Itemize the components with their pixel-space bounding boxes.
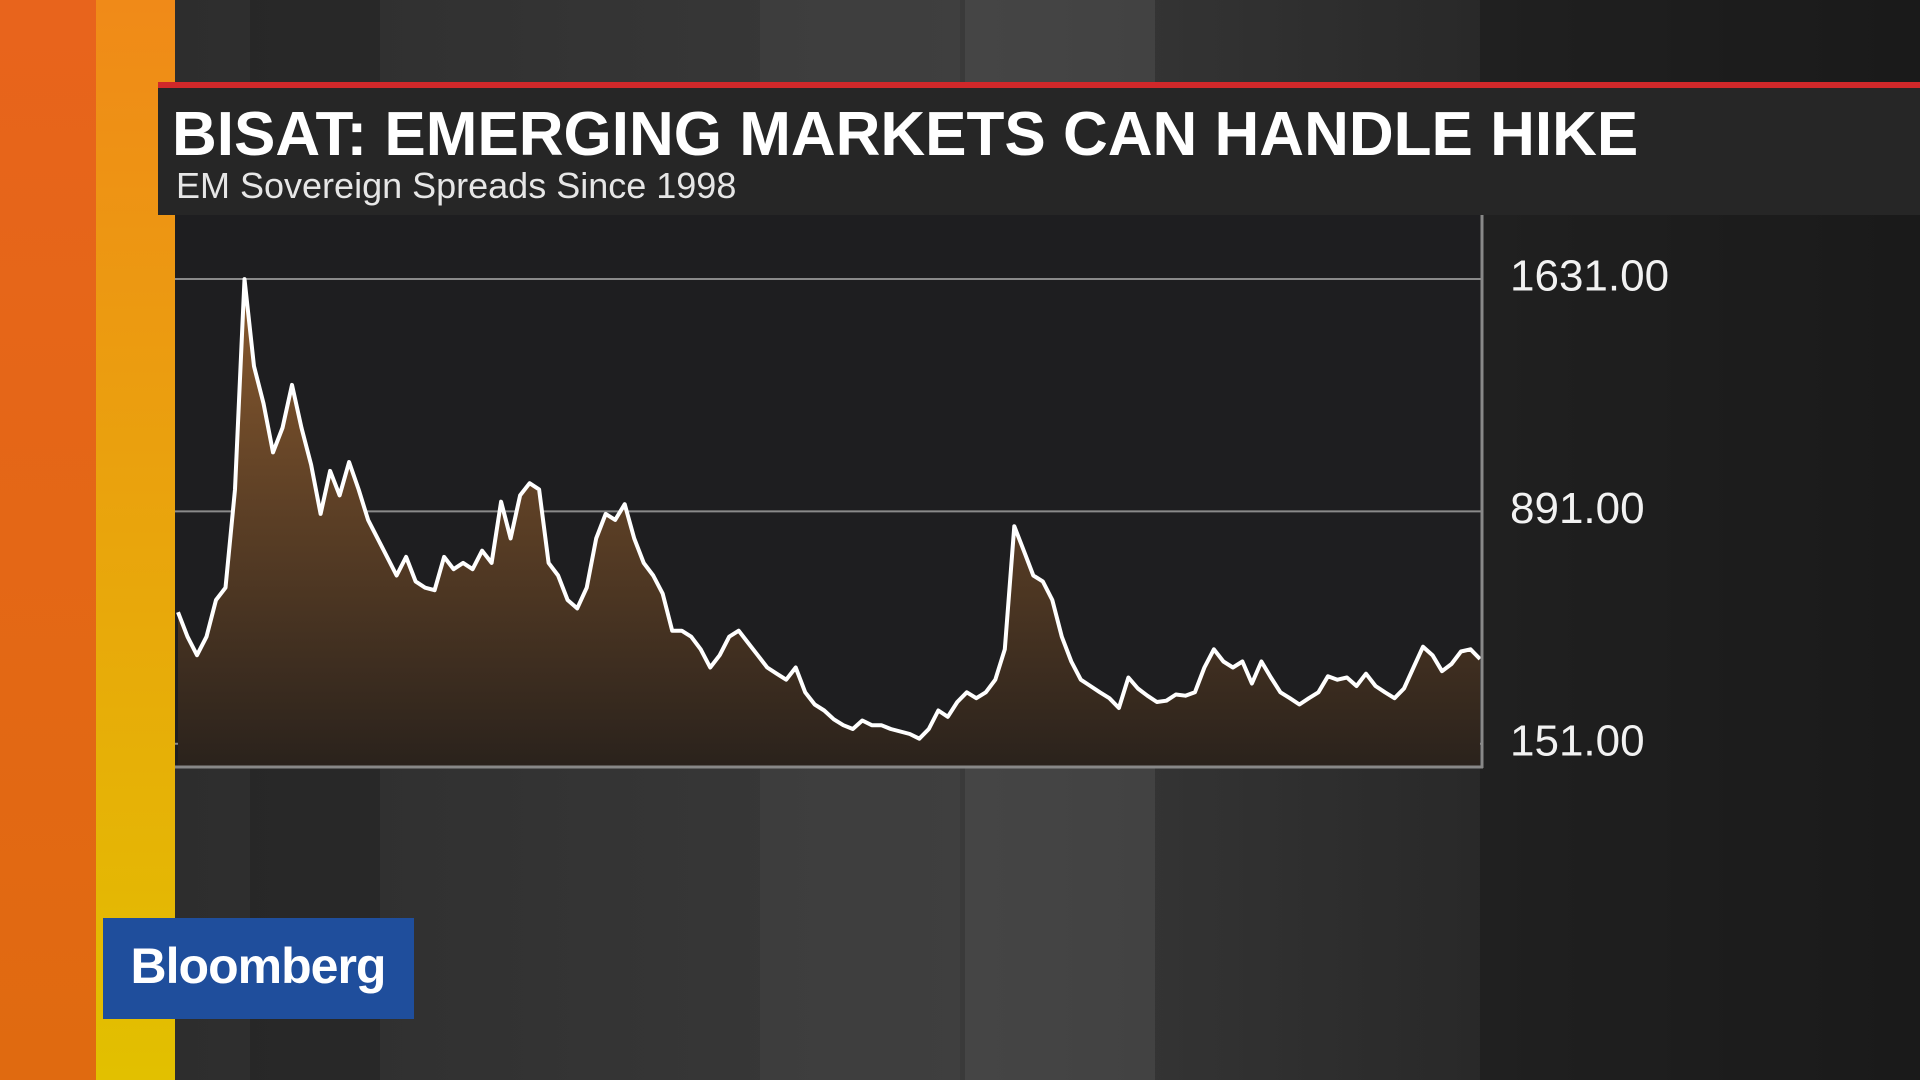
plot [175,277,1482,767]
y-tick-label: 151.00 [1510,716,1645,765]
header-rule [158,82,1920,88]
header-bar [158,82,1920,215]
logo: Bloomberg [131,938,386,994]
y-tick-label: 1631.00 [1510,252,1669,301]
logo-box [103,918,414,1019]
y-tick-label: 891.00 [1510,484,1645,533]
chart-subtitle: EM Sovereign Spreads Since 1998 [176,165,736,206]
area [178,279,1480,767]
side-stripe [0,0,96,1080]
line [176,277,1482,741]
chart-title: BISAT: EMERGING MARKETS CAN HANDLE HIKE [172,100,1638,169]
